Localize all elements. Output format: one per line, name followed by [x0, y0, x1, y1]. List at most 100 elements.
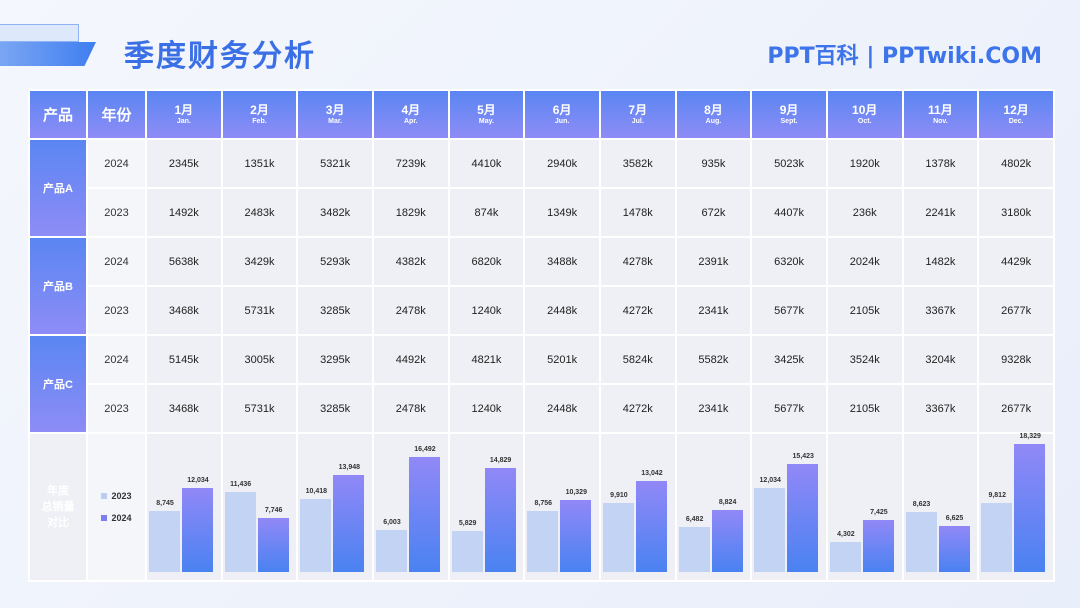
header-month-1: 1月 Jan.: [145, 89, 223, 140]
value-cell: 2677k: [977, 383, 1055, 434]
chart-cell-7: 9,910 13,042: [598, 432, 677, 582]
bar-value-label: 12,034: [187, 477, 209, 484]
header-month-7: 7月 Jul.: [598, 89, 677, 140]
value-cell: 4272k: [598, 285, 677, 336]
bar-value-label: 8,745: [156, 500, 174, 507]
month-cn-label: 11月: [928, 102, 953, 117]
bar-group: 8,756 10,329: [525, 434, 599, 580]
value-cell: 2448k: [523, 285, 601, 336]
legend-label: 2024: [111, 513, 132, 523]
bar-2023-6: [527, 511, 559, 572]
value-cell: 1351k: [220, 138, 299, 189]
bar-2024-5: [484, 468, 516, 572]
value-cell: 6320k: [750, 236, 828, 287]
value-cell: 2478k: [371, 285, 450, 336]
value-cell: 1478k: [598, 187, 677, 238]
table-row: 产品A 2024 2345k 1351k 5321k 7239k 4410k 2940k 358…: [28, 138, 1055, 238]
table-row: 2023 3468k 5731k 3285k 2478k 1240k 2448k 4272k 2…: [29, 383, 1055, 434]
value-cell: 1240k: [447, 383, 526, 434]
value-cell: 2677k: [977, 285, 1055, 336]
value-cell: 1492k: [145, 187, 223, 238]
value-cell: 3468k: [145, 285, 223, 336]
year-cell: 2023: [86, 285, 147, 336]
bar-group: 12,034 15,423: [752, 434, 826, 580]
brand-logo-text: PPT百科 | PPTwiki.COM: [767, 44, 1042, 69]
annual-comparison-row: 年度 总销量 对比 2023 2024 8,745 12,034 11,436 7,746 10,…: [28, 432, 1055, 582]
value-cell: 5638k: [145, 236, 223, 287]
value-cell: 2105k: [825, 285, 904, 336]
value-cell: 3180k: [977, 187, 1055, 238]
value-cell: 935k: [674, 138, 753, 189]
value-cell: 5677k: [750, 285, 828, 336]
bar-value-label: 13,042: [641, 470, 663, 477]
value-cell: 3295k: [296, 334, 374, 385]
header-month-5: 5月 May.: [447, 89, 526, 140]
year-cell: 2023: [86, 383, 147, 434]
value-cell: 5201k: [523, 334, 601, 385]
bar-value-label: 13,948: [338, 464, 361, 471]
product-label: 产品C: [28, 334, 88, 434]
bar-2023-8: [678, 527, 710, 572]
value-cell: 4410k: [447, 138, 526, 189]
value-cell: 4278k: [598, 236, 677, 287]
month-cn-label: 10月: [852, 102, 878, 117]
bar-group: 9,812 18,329: [979, 433, 1053, 580]
bar-value-label: 8,623: [912, 501, 931, 508]
chart-cell-8: 6,482 8,824: [674, 432, 753, 582]
bar-2024-11: [938, 526, 970, 572]
value-cell: 2483k: [220, 187, 299, 238]
value-cell: 4407k: [750, 187, 828, 238]
year-cell: 2024: [86, 138, 147, 189]
bar-value-label: 10,418: [305, 488, 328, 495]
table-row: 产品C 2024 5145k 3005k 3295k 4492k 4821k 5201k 582…: [28, 334, 1055, 434]
value-cell: 3367k: [901, 285, 980, 336]
bar-value-label: 16,492: [414, 446, 436, 453]
value-cell: 3482k: [296, 187, 374, 238]
header-month-6: 6月 Jun.: [523, 89, 601, 140]
bar-group: 6,003 16,492: [374, 434, 448, 580]
bar-2023-11: [905, 512, 937, 572]
value-cell: 5731k: [220, 285, 299, 336]
month-cn-label: 6月: [552, 102, 572, 117]
bar-group: 9,910 13,042: [601, 434, 675, 580]
value-cell: 1378k: [901, 138, 980, 189]
value-cell: 4272k: [598, 383, 677, 434]
bar-2023-5: [451, 531, 483, 572]
value-cell: 3425k: [750, 334, 828, 385]
summary-label-line: 年度: [47, 485, 69, 497]
month-en-label: Jul.: [631, 117, 644, 125]
legend-label: 2023: [111, 491, 132, 501]
value-cell: 6820k: [447, 236, 526, 287]
bar-value-label: 4,302: [837, 531, 855, 538]
bar-2024-3: [333, 475, 365, 572]
value-cell: 5582k: [674, 334, 753, 385]
month-en-label: Sept.: [780, 117, 798, 125]
month-en-label: Jan.: [176, 117, 191, 125]
bar-2023-3: [300, 499, 332, 572]
value-cell: 2391k: [674, 236, 753, 287]
value-cell: 1829k: [371, 187, 450, 238]
legend-swatch: [101, 515, 108, 521]
bar-value-label: 14,829: [489, 457, 512, 464]
chart-cell-2: 11,436 7,746: [220, 432, 299, 582]
bar-group: 10,418 13,948: [298, 434, 372, 580]
table-body: 产品A 2024 2345k 1351k 5321k 7239k 4410k 2940k 358…: [28, 138, 1055, 582]
bar-value-label: 12,034: [759, 477, 781, 484]
value-cell: 3367k: [901, 383, 980, 434]
value-cell: 2341k: [674, 383, 753, 434]
bar-value-label: 6,482: [685, 516, 704, 523]
month-en-label: Mar.: [328, 117, 343, 125]
bar-value-label: 7,746: [264, 507, 283, 514]
month-en-label: Jun.: [554, 117, 570, 125]
bar-2024-7: [635, 481, 667, 572]
month-en-label: May.: [478, 117, 494, 125]
bar-value-label: 7,425: [870, 509, 888, 516]
bar-2024-12: [1014, 444, 1046, 572]
month-cn-label: 4月: [401, 102, 421, 117]
bar-value-label: 15,423: [792, 453, 814, 460]
value-cell: 5023k: [750, 138, 828, 189]
month-cn-label: 12月: [1003, 102, 1029, 117]
value-cell: 3204k: [901, 334, 980, 385]
value-cell: 1482k: [901, 236, 980, 287]
chart-cell-4: 6,003 16,492: [371, 432, 450, 582]
